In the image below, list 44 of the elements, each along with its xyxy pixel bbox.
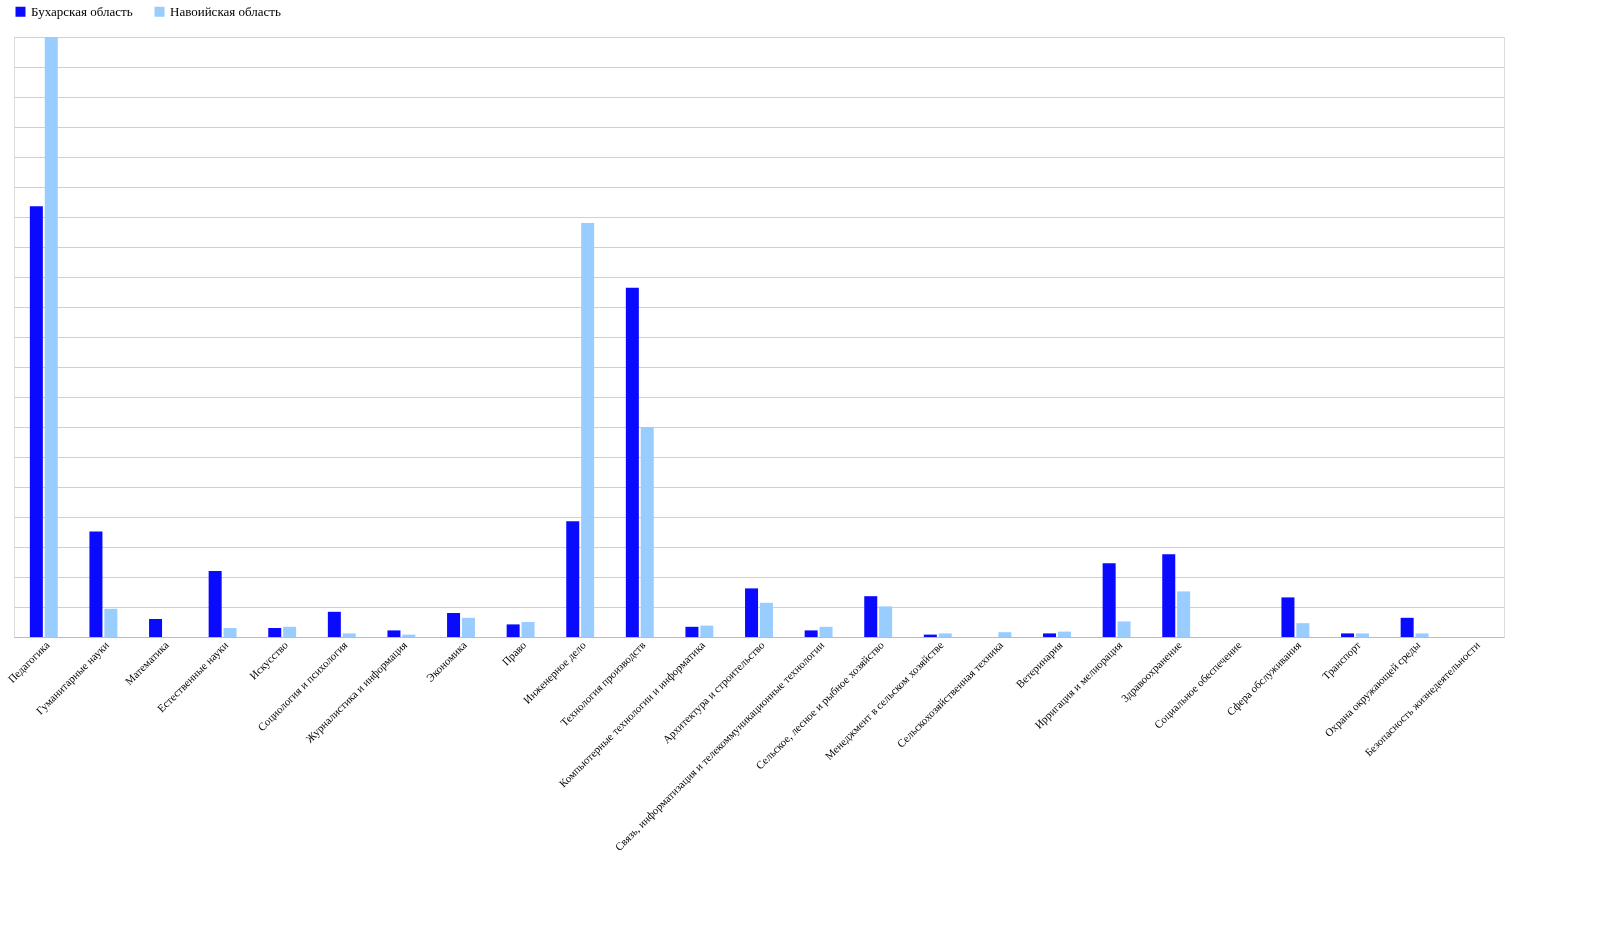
bar (700, 625, 714, 637)
bar (1162, 554, 1176, 637)
bar (506, 624, 520, 637)
bar (342, 633, 356, 637)
bar (745, 588, 759, 637)
bar (1043, 633, 1057, 637)
bar (1102, 563, 1116, 637)
bar (625, 287, 639, 637)
bar (268, 628, 282, 637)
bar (1400, 617, 1414, 637)
bar (149, 619, 163, 637)
bar (566, 521, 580, 637)
bar (461, 617, 475, 637)
bar (864, 596, 878, 637)
bar (29, 206, 43, 637)
bar (44, 37, 58, 637)
legend-label: Бухарская область (31, 3, 133, 19)
bar (1117, 621, 1131, 637)
bar (1341, 633, 1355, 637)
bar (521, 622, 535, 637)
bar (998, 632, 1012, 637)
bar (1281, 597, 1295, 637)
bar (208, 571, 222, 637)
bar (759, 602, 773, 637)
bar (104, 608, 118, 637)
bar (581, 223, 595, 637)
bar (1355, 633, 1369, 637)
bar (447, 613, 461, 637)
bar (804, 630, 818, 637)
bar (879, 606, 893, 637)
legend-label: Навоийская область (170, 3, 282, 19)
bar (327, 611, 341, 637)
bar (819, 626, 833, 637)
bar (283, 626, 297, 637)
bar (1296, 623, 1310, 637)
bar (89, 531, 103, 637)
bar (1177, 591, 1191, 637)
bar (938, 633, 952, 637)
bar (387, 630, 401, 637)
bar (223, 628, 237, 637)
bar (1415, 633, 1429, 637)
bar (640, 427, 654, 637)
bar (1057, 631, 1071, 637)
bar (685, 626, 699, 637)
